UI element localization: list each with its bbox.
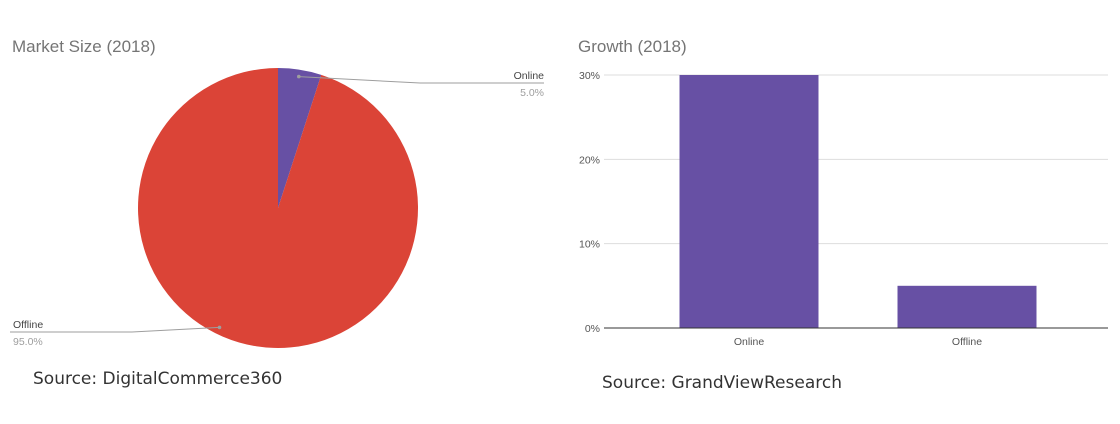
pie-slice-offline — [138, 68, 419, 348]
pie-label-offline: Offline — [13, 319, 43, 331]
pie-label-online: Online — [514, 70, 545, 82]
pie-percent-online: 5.0% — [520, 87, 544, 99]
leader-line-online — [298, 76, 544, 84]
x-tick-label-online: Online — [734, 336, 765, 348]
pie-chart: Market Size (2018) Online 5.0% Offline 95.0… — [10, 37, 544, 348]
y-tick-label: 0% — [585, 323, 600, 335]
pie-percent-offline: 95.0% — [13, 336, 43, 348]
bar-chart: Growth (2018) 0% 10% 20% 30% Online Offline — [578, 37, 1108, 348]
y-tick-label: 20% — [579, 154, 600, 166]
y-tick-label: 30% — [579, 70, 600, 82]
bar-online — [679, 75, 819, 328]
pie-chart-title: Market Size (2018) — [12, 37, 156, 56]
pie-chart-source: Source: DigitalCommerce360 — [33, 369, 283, 389]
pie-slice-online — [278, 68, 322, 208]
y-tick-label: 10% — [579, 239, 600, 251]
leader-dot-online — [297, 74, 301, 79]
bar-chart-title: Growth (2018) — [578, 37, 687, 56]
bar-offline — [897, 285, 1037, 328]
leader-line-offline — [10, 326, 220, 333]
bar-chart-source: Source: GrandViewResearch — [602, 373, 842, 393]
x-tick-label-offline: Offline — [952, 336, 982, 348]
leader-dot-offline — [217, 325, 222, 330]
